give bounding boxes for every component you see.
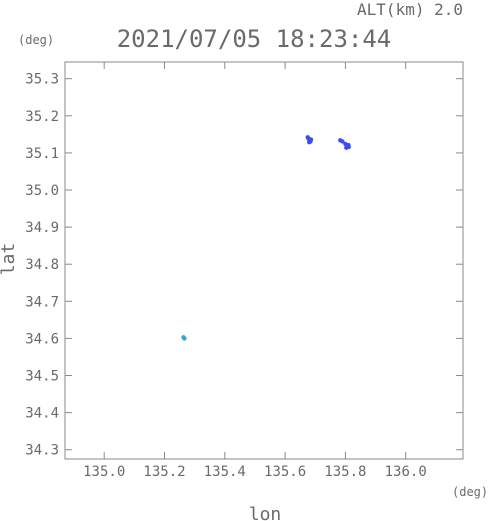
header-altitude: ALT(km) 2.0	[357, 0, 463, 19]
data-point	[308, 137, 314, 142]
y-tick-label: 34.5	[25, 369, 59, 385]
x-axis-label: lon	[249, 504, 282, 521]
y-tick-label: 34.3	[25, 443, 59, 459]
y-tick-label: 34.9	[25, 220, 59, 236]
y-tick-label: 34.4	[25, 406, 59, 422]
y-tick-label: 35.3	[25, 72, 59, 88]
y-tick-label: 34.7	[25, 294, 59, 310]
x-tick-label: 136.0	[385, 464, 427, 480]
plot-frame	[64, 61, 464, 460]
y-tick-label: 34.6	[25, 331, 59, 347]
x-tick-label: 135.0	[83, 464, 125, 480]
x-tick-label: 135.6	[264, 464, 306, 480]
chart-title: 2021/07/05 18:23:44	[117, 25, 392, 53]
y-tick-label: 35.1	[25, 146, 59, 162]
x-tick-label: 135.4	[204, 464, 246, 480]
data-point	[340, 139, 345, 144]
x-tick-label: 135.8	[324, 464, 366, 480]
x-axis-unit: (deg)	[452, 485, 488, 499]
data-points	[181, 135, 351, 341]
y-axis-unit: (deg)	[18, 33, 54, 47]
x-tick-label: 135.2	[143, 464, 185, 480]
axis-ticks: 34.3 34.4 34.5 34.6 34.7 34.8 34.9 35.0 35.1 35.2…	[25, 62, 463, 480]
y-tick-label: 35.2	[25, 109, 59, 125]
y-axis-label: lat	[0, 243, 19, 276]
y-tick-label: 35.0	[25, 183, 59, 199]
y-tick-label: 34.8	[25, 257, 59, 273]
data-point	[346, 142, 351, 148]
data-point	[182, 336, 187, 341]
